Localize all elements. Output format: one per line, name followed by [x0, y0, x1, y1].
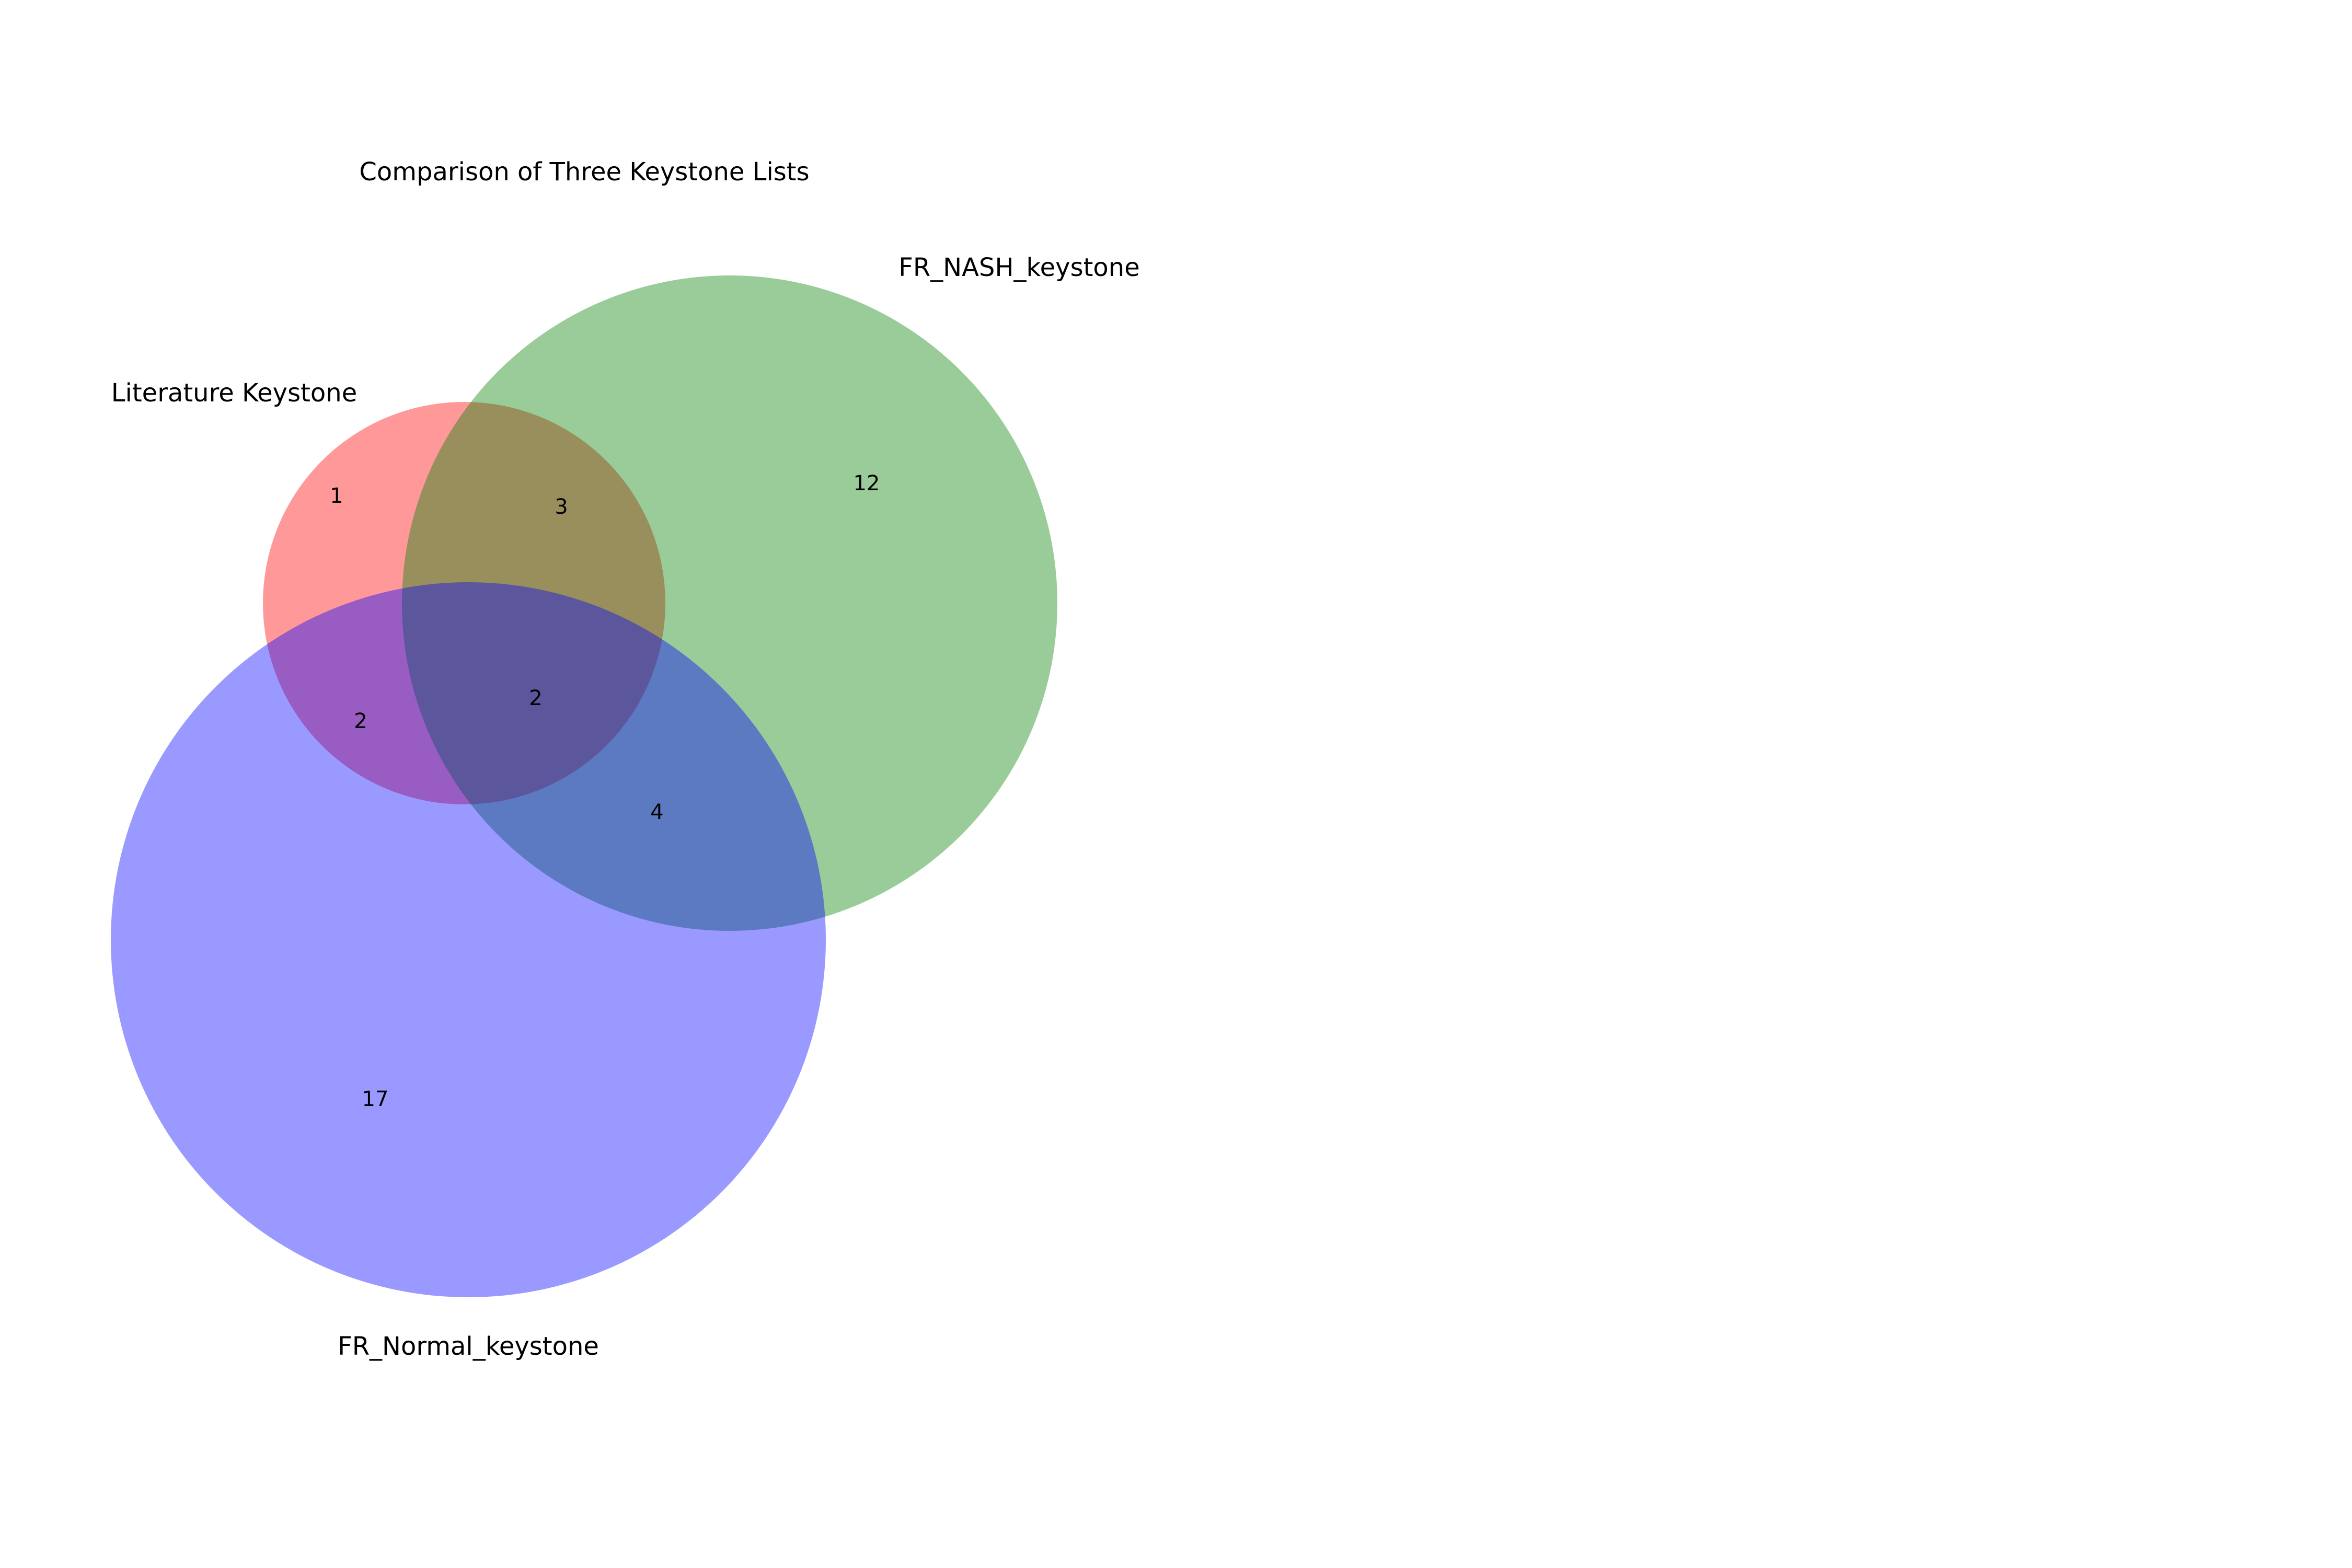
- region-count-literature-normal: 2: [354, 709, 367, 733]
- literature-keystone-circle: [263, 402, 665, 804]
- region-count-nash-only: 12: [854, 471, 880, 495]
- set-label-literature-keystone: Literature Keystone: [111, 378, 357, 408]
- region-count-nash-normal: 4: [650, 800, 663, 824]
- fr-normal-keystone-circle: [111, 582, 826, 1297]
- chart-title: Comparison of Three Keystone Lists: [359, 157, 809, 187]
- region-count-normal-only: 17: [362, 1087, 389, 1111]
- set-label-fr-normal-keystone: FR_Normal_keystone: [338, 1332, 599, 1361]
- region-count-literature-only: 1: [330, 484, 343, 508]
- fr-nash-keystone-circle: [402, 275, 1057, 931]
- region-count-literature-nash: 3: [555, 495, 568, 519]
- region-count-all-three: 2: [529, 686, 542, 710]
- set-label-fr-nash-keystone: FR_NASH_keystone: [898, 253, 1139, 282]
